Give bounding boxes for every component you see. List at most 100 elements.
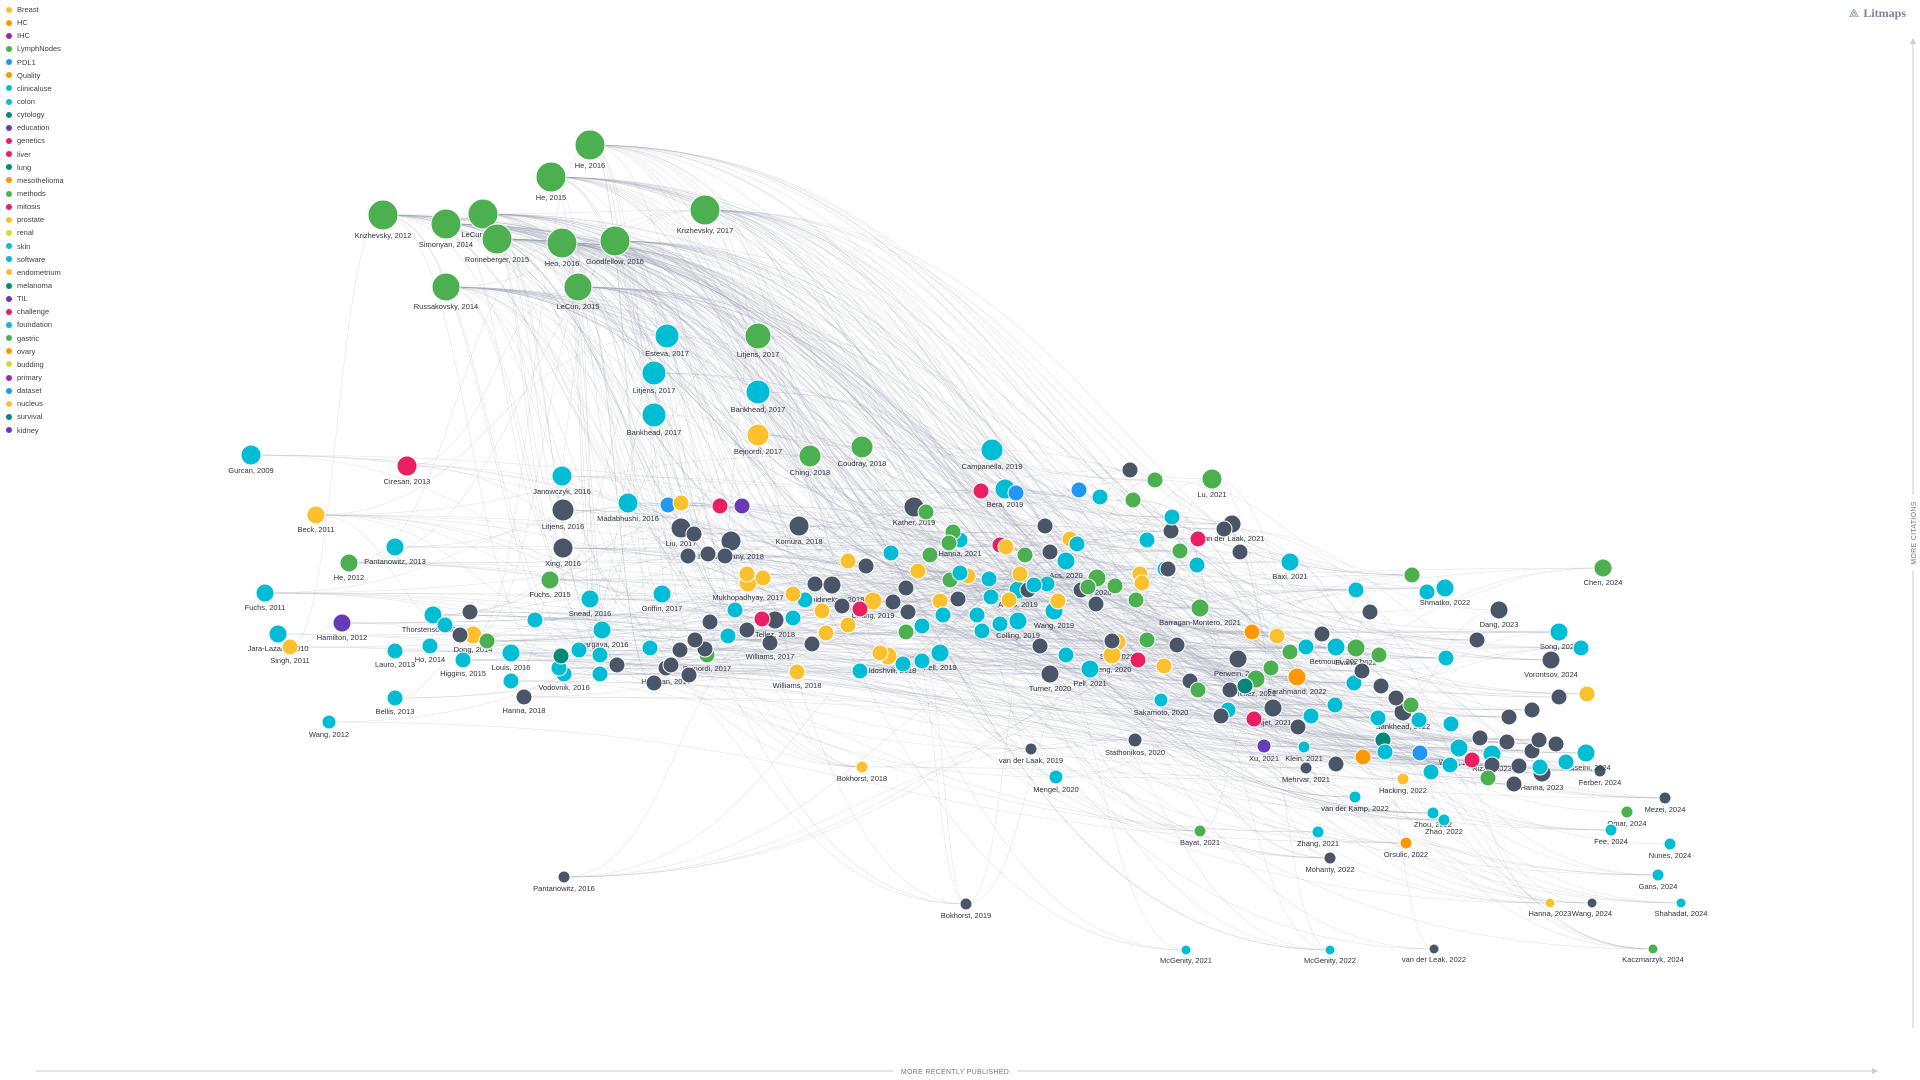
legend-item[interactable]: genetics bbox=[6, 134, 96, 147]
paper-node[interactable]: Stathonikos, 2020 bbox=[1105, 732, 1165, 757]
paper-node-circle[interactable] bbox=[1345, 674, 1363, 692]
paper-node-circle[interactable] bbox=[1572, 639, 1590, 657]
paper-node[interactable]: Griffin, 2017 bbox=[642, 584, 683, 613]
paper-node[interactable]: Shahadat, 2024 bbox=[1655, 897, 1708, 918]
paper-node-circle[interactable] bbox=[934, 606, 952, 624]
paper-node-circle[interactable] bbox=[972, 482, 990, 500]
paper-node-circle[interactable] bbox=[1127, 732, 1143, 748]
paper-node-circle[interactable] bbox=[1387, 689, 1405, 707]
paper-node-circle[interactable] bbox=[574, 129, 606, 161]
paper-node-circle[interactable] bbox=[552, 647, 570, 665]
paper-node-circle[interactable] bbox=[641, 402, 667, 428]
paper-node[interactable]: Fuchs, 2015 bbox=[529, 570, 571, 599]
paper-node-circle[interactable] bbox=[1557, 753, 1575, 771]
paper-node[interactable]: Ching, 2018 bbox=[790, 444, 830, 477]
paper-node-unlabeled[interactable] bbox=[662, 656, 680, 674]
paper-node-unlabeled[interactable] bbox=[803, 635, 821, 653]
paper-node-circle[interactable] bbox=[1498, 733, 1516, 751]
paper-node-circle[interactable] bbox=[1245, 710, 1263, 728]
paper-node[interactable]: Baxi, 2021 bbox=[1272, 552, 1308, 581]
paper-node-unlabeled[interactable] bbox=[701, 613, 719, 631]
legend-item[interactable]: challenge bbox=[6, 305, 96, 318]
paper-node-circle[interactable] bbox=[306, 505, 326, 525]
paper-node-circle[interactable] bbox=[679, 547, 697, 565]
legend-item[interactable]: prostate bbox=[6, 213, 96, 226]
paper-node-circle[interactable] bbox=[481, 223, 513, 255]
paper-node-unlabeled[interactable] bbox=[973, 622, 991, 640]
paper-node-circle[interactable] bbox=[1396, 772, 1410, 786]
legend-item[interactable]: ovary bbox=[6, 345, 96, 358]
paper-node-circle[interactable] bbox=[1361, 603, 1379, 621]
paper-node[interactable]: Russakovsky, 2014 bbox=[414, 272, 478, 311]
paper-node-unlabeled[interactable] bbox=[909, 562, 927, 580]
paper-node-circle[interactable] bbox=[1463, 751, 1481, 769]
paper-node[interactable]: Louis, 2016 bbox=[492, 643, 531, 672]
paper-node-circle[interactable] bbox=[652, 584, 672, 604]
paper-node-unlabeled[interactable] bbox=[1049, 592, 1067, 610]
paper-node-unlabeled[interactable] bbox=[1523, 701, 1541, 719]
paper-node-circle[interactable] bbox=[540, 570, 560, 590]
paper-node-unlabeled[interactable] bbox=[1281, 643, 1299, 661]
paper-node[interactable]: Krizhevsky, 2012 bbox=[355, 199, 412, 240]
paper-node-circle[interactable] bbox=[1410, 711, 1428, 729]
paper-node-unlabeled[interactable] bbox=[784, 609, 802, 627]
paper-node-unlabeled[interactable] bbox=[1236, 677, 1254, 695]
paper-node-circle[interactable] bbox=[1146, 471, 1164, 489]
paper-node-circle[interactable] bbox=[833, 597, 851, 615]
paper-node-circle[interactable] bbox=[557, 870, 571, 884]
paper-node-unlabeled[interactable] bbox=[1262, 659, 1280, 677]
paper-node-circle[interactable] bbox=[863, 591, 883, 611]
paper-node-circle[interactable] bbox=[1124, 491, 1142, 509]
paper-node-circle[interactable] bbox=[421, 637, 439, 655]
paper-node[interactable]: Heo, 2016 bbox=[545, 227, 580, 268]
legend-item[interactable]: mesothelioma bbox=[6, 174, 96, 187]
paper-node[interactable]: Dang, 2023 bbox=[1480, 600, 1519, 629]
paper-node-unlabeled[interactable] bbox=[436, 616, 454, 634]
paper-node-circle[interactable] bbox=[930, 643, 950, 663]
paper-node-circle[interactable] bbox=[1188, 556, 1206, 574]
paper-node-circle[interactable] bbox=[641, 639, 659, 657]
paper-node-circle[interactable] bbox=[754, 569, 772, 587]
paper-node-unlabeled[interactable] bbox=[1530, 731, 1548, 749]
paper-node-unlabeled[interactable] bbox=[738, 621, 756, 639]
paper-node-circle[interactable] bbox=[1311, 825, 1325, 839]
paper-node-unlabeled[interactable] bbox=[1188, 556, 1206, 574]
paper-node-unlabeled[interactable] bbox=[1297, 638, 1315, 656]
paper-node-circle[interactable] bbox=[592, 620, 612, 640]
paper-node-circle[interactable] bbox=[711, 497, 729, 515]
paper-node-unlabeled[interactable] bbox=[1345, 674, 1363, 692]
paper-node-unlabeled[interactable] bbox=[1550, 688, 1568, 706]
paper-node-circle[interactable] bbox=[1441, 756, 1459, 774]
paper-node[interactable]: Williams, 2018 bbox=[773, 663, 822, 690]
paper-node-unlabeled[interactable] bbox=[917, 503, 935, 521]
paper-node-unlabeled[interactable] bbox=[921, 546, 939, 564]
legend-item[interactable]: IHC bbox=[6, 29, 96, 42]
paper-node-unlabeled[interactable] bbox=[526, 611, 544, 629]
paper-node[interactable]: Bokhorst, 2019 bbox=[941, 897, 991, 920]
paper-node-unlabeled[interactable] bbox=[1505, 775, 1523, 793]
paper-node[interactable]: He, 2016 bbox=[574, 129, 606, 170]
paper-node-unlabeled[interactable] bbox=[1011, 565, 1029, 583]
paper-node-circle[interactable] bbox=[1402, 696, 1420, 714]
paper-node[interactable]: Chang, 2019 bbox=[852, 591, 895, 620]
paper-node-unlabeled[interactable] bbox=[1146, 471, 1164, 489]
legend-item[interactable]: TIL bbox=[6, 292, 96, 305]
paper-node-circle[interactable] bbox=[1675, 897, 1687, 909]
legend-item[interactable]: HC bbox=[6, 16, 96, 29]
paper-node-unlabeled[interactable] bbox=[1531, 758, 1549, 776]
paper-node-unlabeled[interactable] bbox=[851, 600, 869, 618]
paper-node[interactable]: Nunes, 2024 bbox=[1649, 837, 1692, 860]
paper-node-unlabeled[interactable] bbox=[897, 623, 915, 641]
paper-node-circle[interactable] bbox=[1299, 761, 1313, 775]
paper-node[interactable]: Goodfellow, 2016 bbox=[586, 225, 644, 266]
paper-node-circle[interactable] bbox=[332, 613, 352, 633]
paper-node[interactable]: Hamilton, 2012 bbox=[317, 613, 367, 642]
paper-node-circle[interactable] bbox=[839, 552, 857, 570]
paper-node-circle[interactable] bbox=[1449, 738, 1469, 758]
paper-node-unlabeled[interactable] bbox=[1000, 591, 1018, 609]
paper-node-unlabeled[interactable] bbox=[1302, 707, 1320, 725]
paper-node[interactable]: Janowczyk, 2016 bbox=[533, 465, 591, 496]
paper-node-circle[interactable] bbox=[738, 565, 756, 583]
paper-node-circle[interactable] bbox=[321, 714, 337, 730]
